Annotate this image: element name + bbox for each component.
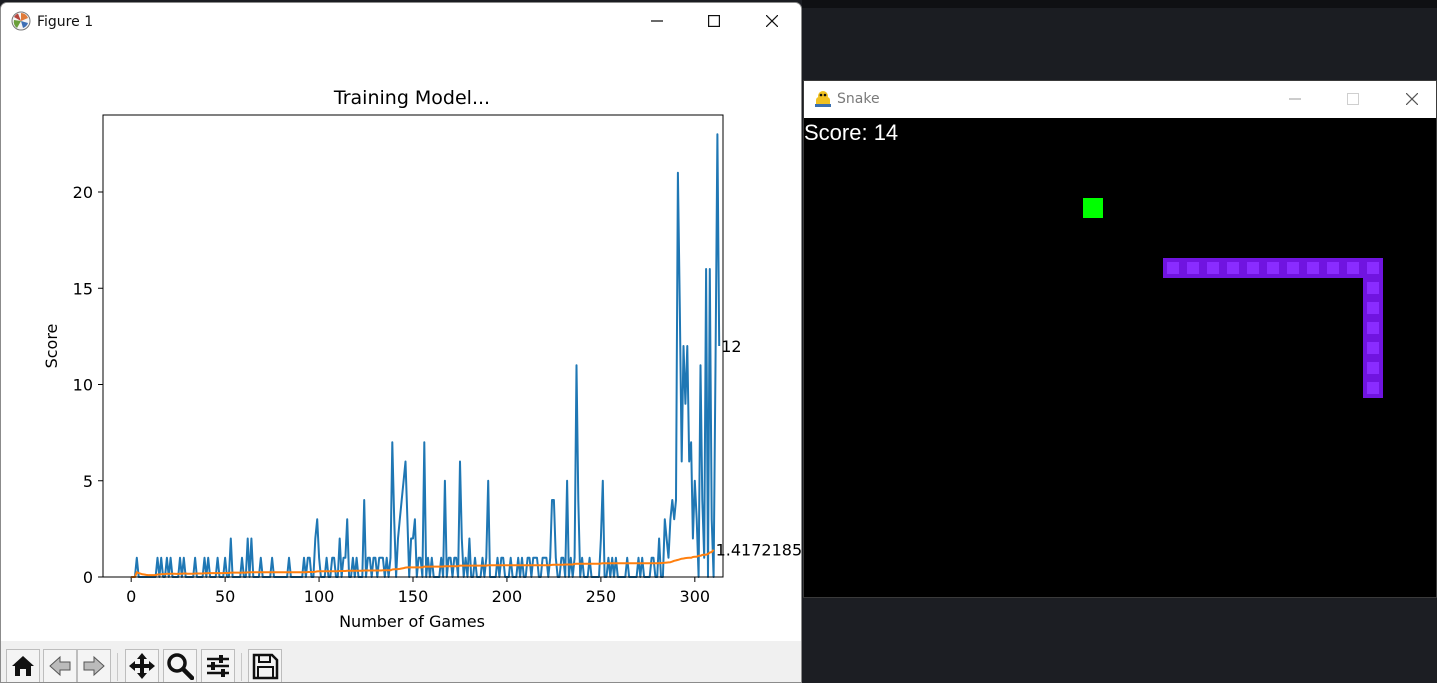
- minimize-button[interactable]: [628, 3, 686, 39]
- x-tick-label: 50: [215, 587, 235, 606]
- figure-window-title: Figure 1: [37, 14, 94, 30]
- score-display: Score: 14: [804, 120, 899, 145]
- snake-segment: [1243, 258, 1263, 278]
- snake-segment: [1223, 258, 1243, 278]
- axes-frame: [102, 114, 724, 578]
- series-line-2: [131, 549, 715, 578]
- zoom-icon: [167, 653, 194, 680]
- minimize-icon: [651, 20, 663, 22]
- pan-icon: [129, 653, 155, 679]
- snake-segment: [1363, 278, 1383, 298]
- forward-icon: [83, 655, 105, 677]
- snake-close-button[interactable]: [1383, 81, 1436, 117]
- close-button[interactable]: [743, 3, 801, 39]
- snake-segment: [1363, 358, 1383, 378]
- chart-title: Training Model...: [333, 87, 490, 109]
- minimize-icon: [1289, 98, 1301, 100]
- snake-segment: [1283, 258, 1303, 278]
- save-icon: [252, 653, 279, 680]
- x-tick-label: 300: [680, 587, 711, 606]
- game-board[interactable]: Score: 14: [804, 118, 1436, 597]
- figure-titlebar[interactable]: Figure 1: [1, 3, 801, 41]
- x-tick-label: 200: [492, 587, 523, 606]
- snake-segment: [1363, 258, 1383, 278]
- figure-window: Figure 1 Training Model... 0 5 10 15 20 0 50 1…: [0, 2, 802, 683]
- snake-segment: [1363, 318, 1383, 338]
- food-pellet: [1083, 198, 1103, 218]
- toolbar-separator: [117, 653, 118, 681]
- y-tick-label: 10: [73, 376, 93, 395]
- x-axis-label: Number of Games: [339, 612, 485, 631]
- back-icon: [49, 655, 71, 677]
- forward-button[interactable]: [77, 649, 111, 682]
- y-axis-label: Score: [42, 324, 61, 369]
- y-tick-label: 5: [83, 472, 93, 491]
- desktop-background-lower: [802, 598, 1437, 683]
- snake-segment: [1363, 338, 1383, 358]
- maximize-icon: [1347, 93, 1359, 105]
- snake-segment: [1363, 298, 1383, 318]
- desktop-background: [802, 0, 1437, 8]
- navigation-toolbar: [1, 641, 801, 682]
- plot-canvas[interactable]: Training Model... 0 5 10 15 20 0 50 100 150 200 2…: [1, 39, 801, 641]
- zoom-button[interactable]: [163, 649, 197, 682]
- snake-segment: [1203, 258, 1223, 278]
- configure-subplots-button[interactable]: [201, 649, 235, 682]
- snake-segment: [1263, 258, 1283, 278]
- y-tick-label: 15: [73, 279, 93, 298]
- x-tick-label: 0: [126, 587, 136, 606]
- pan-button[interactable]: [125, 649, 159, 682]
- snake-window-title: Snake: [837, 91, 880, 107]
- matplotlib-app-icon: [11, 11, 31, 31]
- x-tick-label: 100: [304, 587, 335, 606]
- snake-segment: [1303, 258, 1323, 278]
- series-end-label: 12: [721, 337, 741, 356]
- close-icon: [1406, 93, 1418, 105]
- configure-subplots-icon: [207, 655, 229, 677]
- snake-window: Snake Score: 14: [803, 80, 1437, 598]
- toolbar-separator: [241, 653, 242, 681]
- maximize-button[interactable]: [685, 3, 743, 39]
- x-tick-label: 150: [398, 587, 429, 606]
- y-tick-label: 20: [73, 183, 93, 202]
- back-button[interactable]: [43, 649, 77, 682]
- home-icon: [12, 656, 34, 676]
- snake-segment: [1323, 258, 1343, 278]
- snake-maximize-button[interactable]: [1324, 81, 1382, 117]
- maximize-icon: [708, 15, 720, 27]
- snake-segment: [1343, 258, 1363, 278]
- y-tick-label: 0: [83, 568, 93, 587]
- snake-segment: [1163, 258, 1183, 278]
- close-icon: [766, 15, 778, 27]
- snake-titlebar[interactable]: Snake: [804, 81, 1436, 118]
- snake-minimize-button[interactable]: [1266, 81, 1324, 117]
- x-tick-label: 250: [586, 587, 617, 606]
- series-end-label: 1.417218543: [716, 541, 801, 560]
- series-line-1: [131, 133, 721, 578]
- pygame-snake-icon: [815, 91, 831, 107]
- snake-segment: [1183, 258, 1203, 278]
- save-button[interactable]: [248, 649, 282, 682]
- snake-segment: [1363, 378, 1383, 398]
- home-button[interactable]: [6, 649, 40, 682]
